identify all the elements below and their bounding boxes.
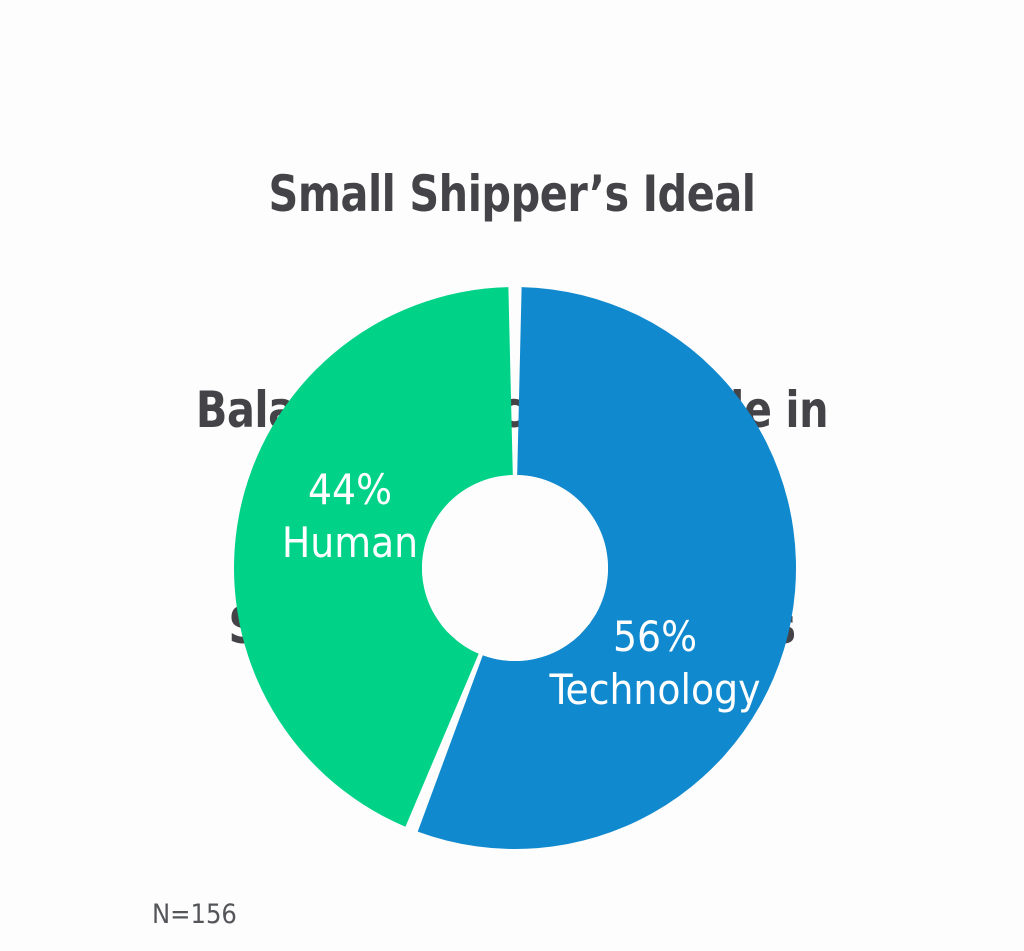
technology-percent-value: 56% [613, 612, 697, 661]
sample-size-annotation: N=156 [152, 899, 237, 930]
human-name-value: Human [282, 518, 418, 567]
title-line-1: Small Shipper’s Ideal [268, 165, 756, 223]
technology-name-value: Technology [549, 665, 761, 714]
donut-center-hole [422, 475, 608, 661]
donut-slice-human[interactable] [233, 287, 513, 827]
human-percent-value: 44% [308, 465, 392, 514]
donut-label-technology-name: Technology [549, 665, 761, 714]
donut-label-technology-percent: 56% [613, 612, 697, 661]
donut-slice-technology[interactable] [417, 287, 797, 850]
donut-label-human-percent: 44% [308, 465, 392, 514]
donut-label-human-name: Human [282, 518, 418, 567]
